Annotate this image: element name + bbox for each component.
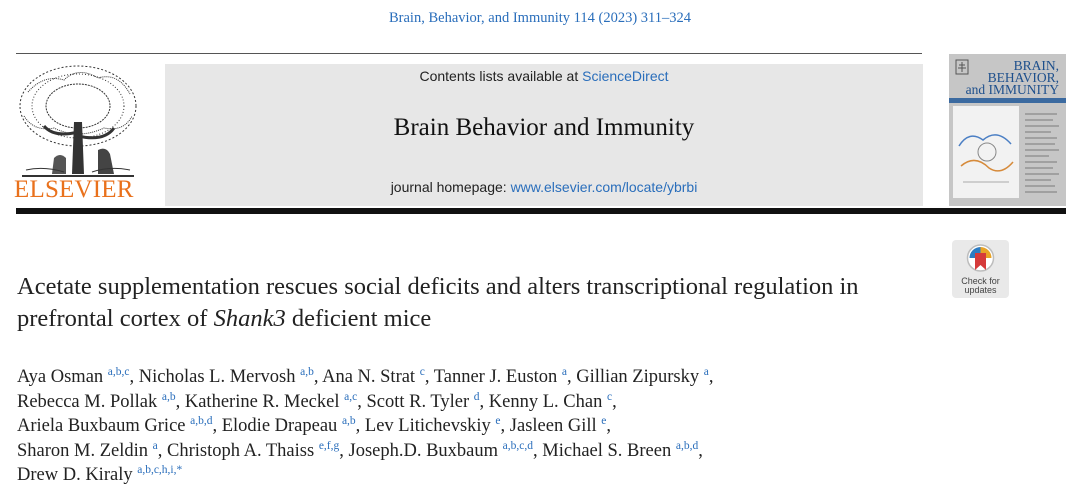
author-affiliation[interactable]: a,b,d [675,439,699,452]
cover-title: BRAIN, BEHAVIOR, and IMMUNITY [959,58,1059,97]
title-part2: deficient mice [285,305,432,332]
author-affiliation[interactable]: c [419,366,425,378]
author-name[interactable]: Jasleen Gill [509,416,597,436]
article-title: Acetate supplementation rescues social d… [17,271,917,335]
author-entry: Christoph A. Thaiss e,f,g [167,439,340,461]
author-name[interactable]: Scott R. Tyler [366,391,470,412]
author-name[interactable]: Aya Osman [17,367,104,387]
journal-cover-thumbnail[interactable]: BRAIN, BEHAVIOR, and IMMUNITY [949,54,1066,206]
journal-title: Brain Behavior and Immunity [393,114,695,141]
author-affiliation[interactable]: a [561,366,568,378]
homepage-line: journal homepage: www.elsevier.com/locat… [165,179,923,195]
cover-title-line3: and IMMUNITY [965,82,1059,97]
cover-text-lines [1025,113,1059,193]
author-affiliation[interactable]: a,b [341,415,356,427]
author-name[interactable]: Christoph A. Thaiss [167,440,315,461]
sciencedirect-link[interactable]: ScienceDirect [582,68,669,84]
cover-color-strip [949,98,1066,103]
author-entry: Nicholas L. Mervosh a,b [138,366,314,387]
author-name[interactable]: Lev Litichevskiy [364,416,491,436]
author-name[interactable]: Tanner J. Euston [433,367,558,387]
cover-title-line1: BRAIN, [1013,58,1059,73]
author-entry: Ariela Buxbaum Grice a,b,d [17,415,213,436]
citation-line[interactable]: Brain, Behavior, and Immunity 114 (2023)… [389,10,691,26]
title-gene-name: Shank3 [213,305,286,332]
author-affiliation[interactable]: a,b,c,d [502,439,534,452]
author-entry: Elodie Drapeau a,b [221,415,356,436]
author-entry: Katherine R. Meckel a,c [184,390,358,412]
contents-line: Contents lists available at ScienceDirec… [165,68,923,84]
author-entry: Jasleen Gill e [509,415,607,436]
homepage-prefix: journal homepage: [390,179,511,195]
author-entry: Rebecca M. Pollak a,b [17,390,176,412]
author-entry: Aya Osman a,b,c [17,366,130,387]
author-affiliation[interactable]: c [606,390,613,403]
author-affiliation[interactable]: d [473,390,480,403]
author-affiliation[interactable]: a,b [300,366,314,378]
cover-elsevier-icon [955,59,969,75]
author-entry: Joseph.D. Buxbaum a,b,c,d [348,439,534,461]
author-affiliation[interactable]: a,b,c [107,366,130,378]
author-name[interactable]: Katherine R. Meckel [184,391,340,412]
author-entry: Sharon M. Zeldin a [17,439,158,461]
author-list: Aya Osman a,b,c, Nicholas L. Mervosh a,b… [17,366,714,485]
crossmark-icon [966,244,995,272]
author-name[interactable]: Ana N. Strat [322,367,416,387]
title-part1: Acetate supplementation rescues social d… [17,273,859,332]
author-affiliation[interactable]: e,f,g [318,439,340,452]
check-for-updates-badge[interactable]: Check for updates [952,240,1009,298]
author-name[interactable]: Drew D. Kiraly [17,465,133,485]
author-name[interactable]: Kenny L. Chan [488,391,603,412]
header-rule [16,53,922,54]
author-entry: Gillian Zipursky a [576,366,709,387]
author-affiliation[interactable]: a,b,c,h,i,* [137,464,183,476]
author-entry: Scott R. Tyler d [366,390,480,412]
crossmark-label: Check for updates [952,277,1009,295]
author-affiliation[interactable]: a,b,d [190,415,213,427]
contents-prefix: Contents lists available at [419,68,583,84]
author-name[interactable]: Michael S. Breen [542,440,672,461]
author-affiliation[interactable]: a,c [344,390,358,403]
author-name[interactable]: Elodie Drapeau [221,416,338,436]
author-entry: Michael S. Breen a,b,d [542,439,699,461]
author-name[interactable]: Rebecca M. Pollak [17,391,158,412]
author-name[interactable]: Nicholas L. Mervosh [138,367,296,387]
header-thick-rule [16,208,1066,214]
author-name[interactable]: Joseph.D. Buxbaum [348,440,499,461]
homepage-link[interactable]: www.elsevier.com/locate/ybrbi [510,179,698,195]
author-entry: Drew D. Kiraly a,b,c,h,i,* [17,464,183,485]
cover-figure [953,106,1019,198]
journal-banner: Contents lists available at ScienceDirec… [165,64,923,206]
author-name[interactable]: Sharon M. Zeldin [17,440,149,461]
author-name[interactable]: Ariela Buxbaum Grice [17,416,186,436]
author-entry: Ana N. Strat c [322,366,425,387]
author-name[interactable]: Gillian Zipursky [576,367,700,387]
author-entry: Tanner J. Euston a [433,366,568,387]
elsevier-tree-logo [19,65,137,177]
cover-title-line2: BEHAVIOR, [987,70,1059,85]
author-entry: Lev Litichevskiy e [364,415,501,436]
crossmark-line1: Check for [961,276,1000,286]
author-affiliation[interactable]: a,b [161,390,176,403]
author-affiliation[interactable]: a [152,439,158,452]
crossmark-line2: updates [964,285,997,295]
author-entry: Kenny L. Chan c [488,390,613,412]
author-affiliation[interactable]: a [703,366,709,378]
author-affiliation[interactable]: e [495,415,501,427]
author-affiliation[interactable]: e [601,415,607,427]
elsevier-wordmark[interactable]: ELSEVIER [14,176,134,203]
